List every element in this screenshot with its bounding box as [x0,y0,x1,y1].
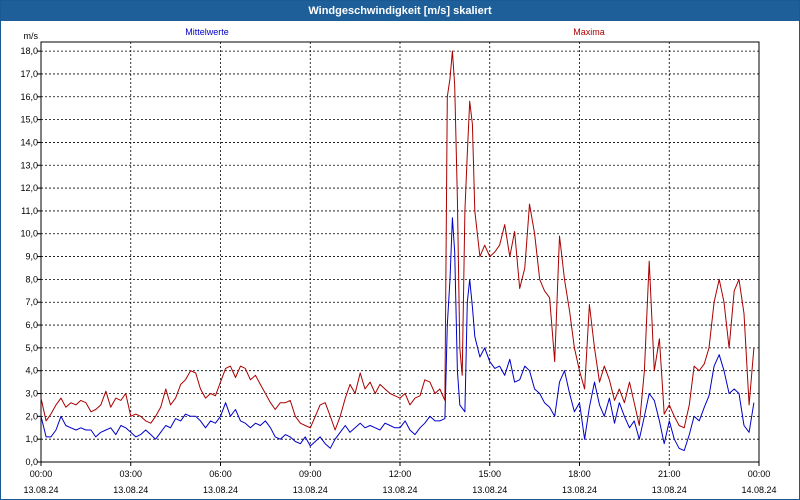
series-line-0 [40,217,755,452]
x-tick-date: 13.08.24 [293,485,328,495]
x-tick-date: 13.08.24 [652,485,687,495]
legend-label-0: Mittelwerte [185,27,229,37]
y-tick-label: 18,0 [20,46,38,56]
axes [37,41,760,466]
y-axis-unit-label: m/s [24,31,39,41]
y-tick-label: 0,0 [25,457,38,467]
x-tick-time: 21:00 [658,469,681,479]
x-tick-time: 18:00 [568,469,591,479]
y-tick-label: 15,0 [20,115,38,125]
y-tick-label: 7,0 [25,297,38,307]
y-tick-label: 4,0 [25,366,38,376]
y-tick-label: 6,0 [25,320,38,330]
x-tick-date: 13.08.24 [23,485,58,495]
y-tick-label: 3,0 [25,389,38,399]
y-tick-label: 13,0 [20,160,38,170]
y-tick-label: 5,0 [25,343,38,353]
x-tick-time: 03:00 [119,469,142,479]
y-tick-label: 14,0 [20,137,38,147]
x-tick-time: 00:00 [30,469,53,479]
series-line-1 [40,50,755,431]
y-tick-label: 10,0 [20,229,38,239]
x-tick-time: 06:00 [209,469,232,479]
y-tick-label: 1,0 [25,434,38,444]
y-tick-label: 9,0 [25,252,38,262]
x-tick-date: 13.08.24 [562,485,597,495]
x-tick-time: 09:00 [299,469,322,479]
series [40,50,755,452]
legend-label-1: Maxima [573,27,605,37]
y-tick-label: 2,0 [25,411,38,421]
y-tick-label: 8,0 [25,274,38,284]
x-tick-time: 12:00 [389,469,412,479]
x-tick-date: 13.08.24 [472,485,507,495]
y-tick-label: 11,0 [21,206,38,216]
x-tick-date: 13.08.24 [113,485,148,495]
window-title: Windgeschwindigkeit [m/s] skaliert [1,1,799,21]
x-tick-date: 13.08.24 [203,485,238,495]
y-tick-label: 12,0 [20,183,38,193]
x-tick-time: 15:00 [478,469,501,479]
plot-frame [40,41,760,463]
y-tick-label: 17,0 [20,69,38,79]
x-tick-date: 14.08.24 [741,485,776,495]
labels: 0,0 1,0 2,0 3,0 4,0 5,0 6,0 7,0 8,0 9,0 10,0 11,0 12… [20,27,776,495]
x-tick-time: 00:00 [748,469,771,479]
y-tick-label: 16,0 [20,92,38,102]
grid-lines [40,42,760,463]
x-tick-date: 13.08.24 [382,485,417,495]
